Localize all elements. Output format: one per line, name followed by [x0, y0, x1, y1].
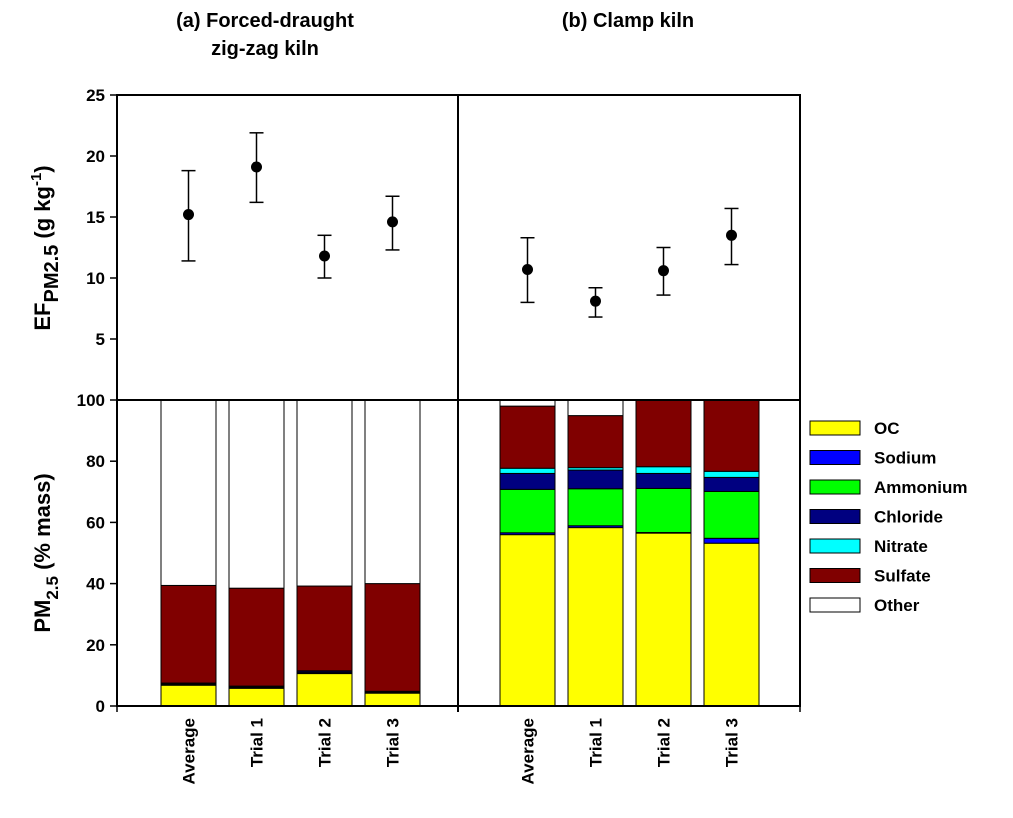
x-tick-label: Trial 2 — [655, 718, 674, 767]
ef-unit: (g kg — [30, 186, 55, 245]
stacked-bars — [160, 399, 760, 707]
bottom-y-axis: 0 20 40 60 80 100 PM2.5 (% mass) — [30, 391, 117, 716]
data-point-a — [251, 161, 262, 173]
bar-segment-a-sulfate — [296, 585, 353, 672]
y-axis-title-top: EFPM2.5 (g kg-1) — [28, 165, 63, 330]
bar-segment-b-ammonium — [635, 487, 692, 533]
legend-label-sulfate: Sulfate — [874, 567, 931, 586]
bar-segment-b-ammonium — [567, 488, 624, 527]
y-tick-label: 5 — [96, 330, 105, 349]
bar-segment-b-nitrate — [499, 467, 556, 474]
legend-label-chloride: Chloride — [874, 508, 943, 527]
y-tick-label: 20 — [86, 636, 105, 655]
bar-segment-a-other — [296, 399, 353, 587]
legend-label-oc: OC — [874, 419, 900, 438]
legend-swatch-chloride — [809, 509, 861, 524]
pm-subscript: 2.5 — [43, 576, 62, 600]
bar-segment-a-oc — [228, 687, 285, 707]
y-tick-label: 25 — [86, 86, 105, 105]
x-tick-label: Trial 3 — [723, 718, 742, 767]
bar-segment-a-oc — [296, 673, 353, 707]
data-point-a — [319, 250, 330, 262]
data-point-b — [522, 263, 533, 275]
bar-segment-a-sulfate — [364, 583, 421, 692]
panel-b-title: (b) Clamp kiln — [562, 10, 694, 32]
y-tick-label: 100 — [77, 391, 105, 410]
ef-main: EF — [30, 303, 55, 331]
bar-segment-a-sulfate — [160, 584, 217, 684]
bar-segment-b-chloride — [703, 476, 760, 492]
data-point-b — [590, 295, 601, 307]
y-tick-label: 10 — [86, 269, 105, 288]
panel-frames — [116, 94, 801, 712]
bar-segment-a-sulfate — [228, 587, 285, 687]
bar-segment-a-other — [364, 399, 421, 585]
x-tick-label: Trial 2 — [316, 718, 335, 767]
legend-label-nitrate: Nitrate — [874, 537, 928, 556]
bar-segment-b-sodium — [703, 537, 760, 544]
pm-unit: (% mass) — [30, 473, 55, 576]
legend-swatch-sodium — [809, 450, 861, 465]
top-y-axis: 5 10 15 20 25 EFPM2.5 (g kg-1) — [28, 86, 117, 349]
x-tick-label: Trial 1 — [248, 718, 267, 767]
bar-segment-b-chloride — [499, 472, 556, 490]
bar-segment-b-ammonium — [703, 490, 760, 539]
bar-segment-a-oc — [160, 684, 217, 707]
bar-segment-b-other — [567, 399, 624, 417]
bar-segment-b-nitrate — [703, 470, 760, 478]
legend-swatch-ammonium — [809, 479, 861, 495]
legend-label-other: Other — [874, 596, 920, 615]
x-tick-label: Average — [519, 718, 538, 784]
bar-segment-b-oc — [703, 542, 760, 707]
legend: OC Sodium Ammonium Chloride Nitrate Sulfate Ot… — [809, 419, 968, 615]
bar-segment-b-sulfate — [703, 399, 760, 472]
legend-swatch-nitrate — [809, 538, 861, 554]
y-axis-title-bottom: PM2.5 (% mass) — [30, 473, 62, 632]
bar-segment-b-sulfate — [499, 405, 556, 469]
bar-segment-a-other — [228, 399, 285, 589]
x-tick-label: Average — [180, 718, 199, 784]
y-tick-label: 80 — [86, 452, 105, 471]
x-tick-label: Trial 1 — [587, 718, 606, 767]
legend-swatch-sulfate — [809, 568, 861, 583]
ef-subscript: PM2.5 — [41, 245, 63, 303]
panel-titles: (a) Forced-draught zig-zag kiln (b) Clamp … — [176, 10, 694, 60]
legend-label-sodium: Sodium — [874, 449, 936, 468]
data-point-a — [183, 209, 194, 221]
data-point-b — [726, 229, 737, 241]
emission-factor-points — [181, 132, 739, 318]
data-point-b — [658, 265, 669, 277]
ef-superscript: -1 — [28, 173, 45, 186]
x-tick-label: Trial 3 — [384, 718, 403, 767]
bar-segment-a-other — [160, 399, 217, 586]
bar-segment-b-nitrate — [635, 466, 692, 474]
pm-main: PM — [30, 600, 55, 633]
bar-segment-b-ammonium — [499, 488, 556, 534]
bar-segment-b-chloride — [635, 472, 692, 489]
bar-segment-b-oc — [567, 527, 624, 707]
bar-segment-a-oc — [364, 692, 421, 707]
bar-segment-b-sulfate — [635, 399, 692, 468]
ef-unit-close: ) — [30, 165, 55, 172]
panel-a-title: zig-zag kiln — [211, 38, 319, 60]
bar-segment-b-oc — [499, 534, 556, 707]
y-tick-label: 15 — [86, 208, 105, 227]
y-tick-label: 40 — [86, 575, 105, 594]
bar-segment-b-chloride — [567, 469, 624, 490]
data-point-a — [387, 216, 398, 228]
bar-segment-b-sulfate — [567, 415, 624, 469]
legend-label-ammonium: Ammonium — [874, 478, 968, 497]
legend-swatch-oc — [809, 420, 861, 436]
x-axis-labels: Average Trial 1 Trial 2 Trial 3 Average Trial… — [180, 718, 742, 784]
legend-swatch-other — [809, 597, 861, 613]
y-tick-label: 60 — [86, 513, 105, 532]
y-tick-label: 20 — [86, 147, 105, 166]
bar-segment-b-oc — [635, 532, 692, 707]
panel-a-title: (a) Forced-draught — [176, 10, 354, 32]
y-tick-label: 0 — [96, 697, 105, 716]
